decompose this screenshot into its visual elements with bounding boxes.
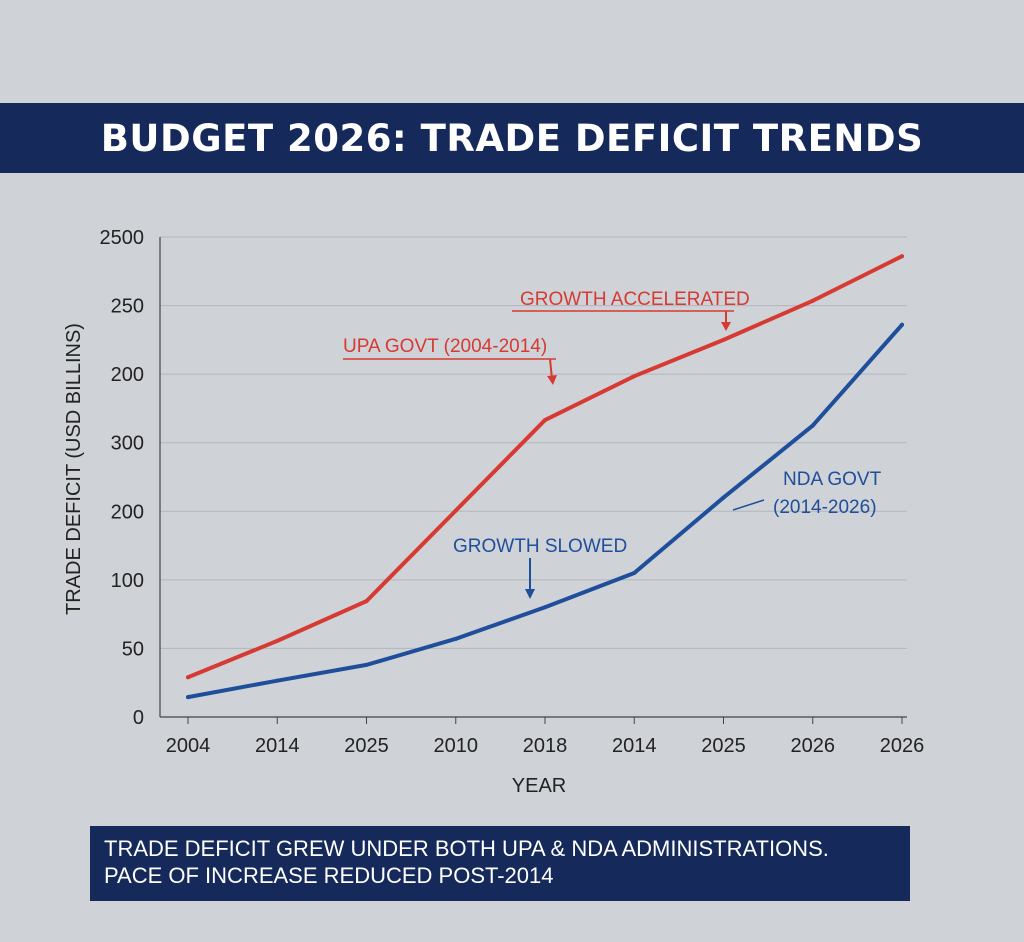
series-1-point — [543, 418, 547, 423]
series-2-point — [453, 636, 458, 641]
series-1-point — [721, 337, 726, 342]
footer-line-2: PACE OF INCREASE REDUCED POST-2014 — [104, 863, 554, 888]
series-1-point — [810, 298, 815, 303]
series-2-point — [364, 662, 369, 667]
x-tick-label: 2025 — [344, 735, 389, 757]
series-2-point — [543, 605, 547, 610]
series-1-point — [364, 599, 369, 604]
series-2-point — [900, 322, 904, 327]
annotation-arrowhead — [547, 375, 557, 385]
y-tick-label: 50 — [122, 638, 144, 660]
x-tick-label: 2004 — [166, 735, 211, 757]
y-tick-label: 300 — [111, 433, 144, 455]
x-tick-label: 2026 — [880, 735, 925, 757]
chart-title: BUDGET 2026: TRADE DEFICIT TRENDS — [100, 116, 924, 160]
grid-lines — [159, 236, 907, 718]
annotation-arrowhead — [721, 322, 731, 331]
footer-line-1: TRADE DEFICIT GREW UNDER BOTH UPA & NDA … — [104, 836, 829, 861]
annotation-pointer — [732, 499, 765, 511]
series-2-point — [810, 423, 815, 428]
title-banner: BUDGET 2026: TRADE DEFICIT TRENDS — [0, 103, 1024, 173]
series-2-point — [275, 678, 280, 683]
series-1-point — [453, 508, 458, 513]
y-tick-label: 200 — [111, 364, 144, 386]
y-tick-label: 2500 — [100, 227, 145, 249]
series-1-point — [900, 254, 904, 259]
annotation-nda-govt: NDA GOVT — [783, 469, 882, 490]
y-tick-label: 100 — [111, 570, 144, 592]
y-tick-label: 0 — [133, 707, 144, 729]
x-tick-label: 2026 — [791, 735, 836, 757]
annotation-growth-accelerated: GROWTH ACCELERATED — [520, 289, 750, 310]
series-line-1 — [186, 254, 904, 680]
series-2-point — [721, 495, 726, 500]
x-tick-label: 2014 — [612, 735, 657, 757]
x-axis-title: YEAR — [512, 775, 566, 797]
series-1-point — [186, 675, 190, 680]
annotation-nda-years: (2014-2026) — [773, 497, 877, 518]
footer-summary: TRADE DEFICIT GREW UNDER BOTH UPA & NDA … — [90, 826, 910, 901]
x-tick-label: 2025 — [701, 735, 746, 757]
annotation-growth-slowed: GROWTH SLOWED — [453, 536, 627, 557]
x-tick-label: 2010 — [434, 735, 479, 757]
series-1-point — [632, 374, 637, 379]
y-tick-label: 250 — [111, 296, 144, 318]
series-2-point — [632, 571, 637, 575]
x-tick-label: 2018 — [523, 735, 568, 757]
y-axis-title: TRADE DEFICIT (USD BILLINS) — [63, 323, 85, 615]
series-2-point — [186, 695, 190, 700]
y-tick-labels: 0 50 100 200 300 200 250 2500 — [100, 227, 145, 729]
annotation-arrowhead — [525, 589, 535, 599]
x-tick-labels: 2004 2014 2025 2010 2018 2014 2025 2026 2026 — [166, 717, 925, 757]
series-1-point — [275, 638, 280, 643]
y-tick-label: 200 — [111, 501, 144, 523]
x-tick-label: 2014 — [255, 735, 300, 757]
annotation-upa-govt: UPA GOVT (2004-2014) — [343, 336, 547, 357]
data-series — [186, 254, 904, 700]
annotations: GROWTH ACCELERATED UPA GOVT (2004-2014) … — [343, 289, 882, 599]
